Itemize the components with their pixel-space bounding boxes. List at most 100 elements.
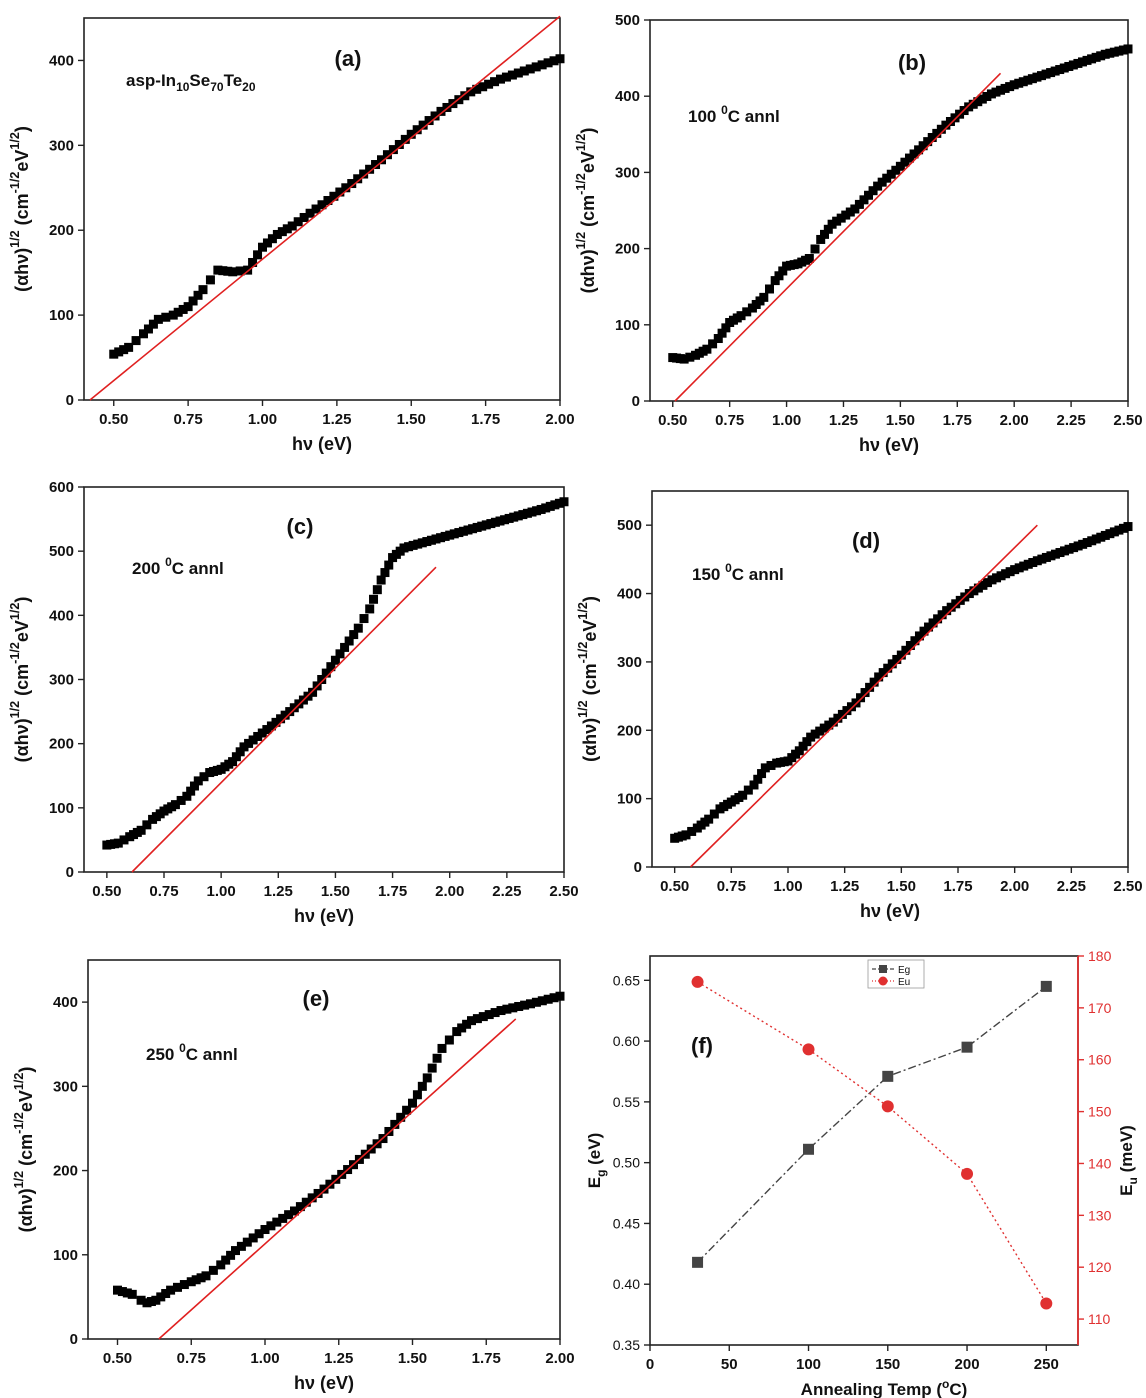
x-tick-label: 2.50 (1113, 878, 1142, 895)
data-point (1041, 69, 1051, 79)
data-point (267, 234, 277, 244)
data-point (399, 543, 409, 553)
data-point (460, 91, 470, 101)
data-point (484, 79, 494, 89)
data-point (555, 54, 565, 64)
data-point (770, 276, 780, 286)
data-point (828, 717, 838, 727)
data-point (798, 741, 808, 751)
data-point (914, 631, 924, 641)
data-point (472, 522, 482, 532)
panel-e: 0.50 0.75 1.00 1.25 1.50 1.75 2.00 0 100 200 300 40… (53, 959, 575, 1393)
data-point (804, 254, 814, 264)
data-point (442, 102, 452, 112)
y-axis-label: (αhν)1/2 (cm-1/2eV1/2) (574, 128, 598, 294)
x-axis-label: Annealing Temp (oC) (801, 1377, 968, 1398)
data-point (186, 1277, 196, 1287)
y-tick-label: 300 (49, 137, 74, 154)
data-point (282, 224, 292, 234)
data-point (702, 344, 712, 354)
fit-line (158, 1018, 517, 1340)
data-point (969, 586, 979, 596)
y-right-tick-label: 150 (1088, 1104, 1112, 1120)
data-point (193, 776, 203, 786)
data-point (1046, 68, 1056, 78)
y-tick-label: 200 (49, 736, 74, 753)
x-tick-label: 0.75 (715, 412, 744, 429)
data-point (555, 991, 565, 1001)
data-point (191, 1275, 201, 1285)
x-tick-label: 2.25 (1057, 878, 1086, 895)
data-point (365, 604, 375, 614)
data-point (883, 663, 893, 673)
data-point (495, 516, 505, 526)
data-point (305, 208, 315, 218)
data-point (329, 191, 339, 201)
eg-point (1040, 980, 1052, 992)
data-point (507, 70, 517, 80)
data-point (335, 187, 345, 197)
data-point (119, 345, 129, 355)
data-point (909, 149, 919, 159)
data-point (549, 993, 559, 1003)
data-point (468, 524, 478, 534)
y-tick-label: 400 (49, 607, 74, 624)
data-point (968, 99, 978, 109)
data-point (501, 72, 511, 82)
panel-label: (c) (287, 514, 314, 539)
data-point (1109, 527, 1119, 537)
y-right-tick-label: 170 (1088, 1000, 1112, 1016)
data-point (721, 323, 731, 333)
data-point (519, 66, 529, 76)
eu-point (1040, 1297, 1053, 1310)
data-point (413, 539, 423, 549)
data-point (1019, 561, 1029, 571)
y-tick-label: 200 (49, 222, 74, 239)
y-tick-label: 0.35 (613, 1337, 640, 1353)
data-point (477, 521, 487, 531)
y-tick-label: 0.40 (613, 1276, 640, 1292)
y-right-tick-label: 110 (1088, 1311, 1111, 1327)
data-point (928, 618, 938, 628)
data-point (1027, 74, 1037, 84)
data-point (253, 250, 263, 260)
y-axis-label: (αhν)1/2 (cm-1/2eV1/2) (8, 126, 32, 292)
data-point (832, 216, 842, 226)
x-tick-label: 1.50 (398, 1350, 427, 1367)
data-point (1005, 567, 1015, 577)
panel-label: (b) (898, 50, 926, 75)
data-point (500, 515, 510, 525)
data-point (877, 177, 887, 187)
data-point (1100, 49, 1110, 59)
data-point (717, 328, 727, 338)
data-point (313, 1188, 323, 1198)
data-point (1087, 536, 1097, 546)
fit-line (89, 15, 561, 401)
y-right-tick-label: 130 (1088, 1207, 1112, 1223)
data-point (376, 575, 386, 585)
data-point (299, 212, 309, 222)
data-point (266, 1221, 276, 1231)
data-point (856, 693, 866, 703)
data-point (837, 709, 847, 719)
data-point (408, 1098, 417, 1108)
data-point (280, 710, 290, 720)
y-tick-label: 200 (617, 722, 642, 739)
x-tick-label: 1.25 (264, 883, 293, 900)
annotation: 250 0C annl (146, 1041, 238, 1064)
data-point (404, 542, 414, 552)
data-point (973, 97, 983, 107)
data-point (1068, 60, 1078, 70)
data-point (713, 334, 723, 344)
data-point (136, 825, 146, 835)
x-tick-label: 2.00 (1000, 878, 1029, 895)
data-point (1123, 522, 1133, 532)
data-point (1118, 523, 1128, 533)
y-tick-label: 100 (617, 791, 642, 808)
data-point (1077, 57, 1087, 67)
data-point (183, 302, 193, 312)
data-point (545, 501, 555, 511)
data-point (326, 662, 336, 672)
data-point (231, 1246, 240, 1256)
x-axis-label: hν (eV) (292, 434, 352, 454)
